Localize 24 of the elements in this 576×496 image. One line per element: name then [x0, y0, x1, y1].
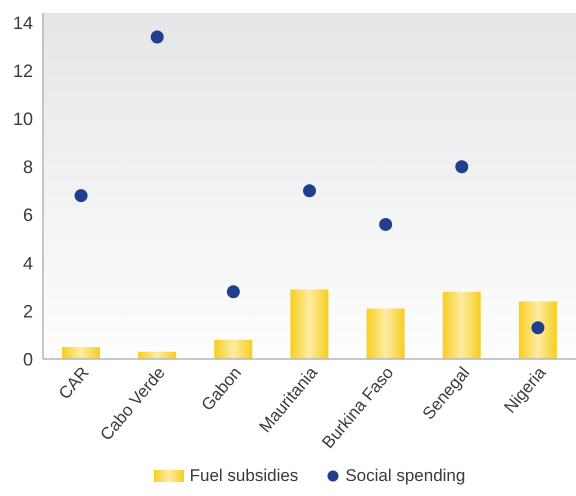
point [226, 285, 240, 298]
bar [62, 346, 100, 359]
bar [442, 292, 481, 359]
point [74, 189, 88, 202]
y-tick-label: 8 [22, 157, 33, 178]
y-tick-label: 0 [22, 349, 33, 370]
bar [518, 301, 557, 359]
point [531, 321, 544, 334]
point [379, 218, 392, 231]
y-tick-label: 14 [12, 13, 33, 33]
y-tick-label: 2 [22, 301, 33, 322]
bar [138, 352, 176, 359]
point [303, 184, 316, 198]
bar [214, 340, 252, 359]
y-tick-label: 10 [12, 109, 33, 130]
y-tick-label: 4 [22, 253, 33, 274]
point [150, 30, 164, 44]
bar [366, 308, 405, 359]
y-tick-label: 6 [22, 205, 33, 226]
legend-label: Social spending [345, 466, 466, 486]
bar [290, 289, 328, 359]
point [455, 160, 468, 174]
legend-label: Fuel subsidies [190, 466, 298, 486]
y-tick-label: 12 [12, 61, 33, 82]
